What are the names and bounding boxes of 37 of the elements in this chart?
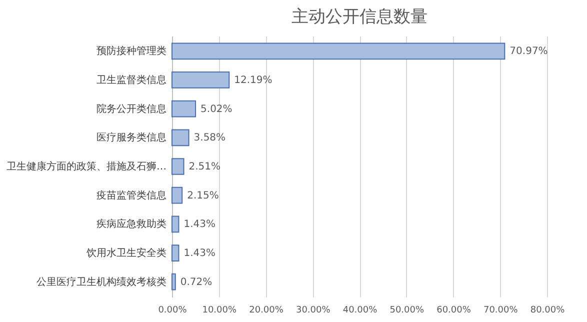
x-tick-label: 30.00%: [296, 306, 331, 316]
x-tick-label: 80.00%: [530, 306, 566, 316]
bar: [172, 186, 183, 204]
data-label: 5.02%: [200, 104, 232, 115]
y-tick-label: 预防接种管理类: [96, 45, 166, 58]
data-label: 2.51%: [188, 162, 221, 172]
y-tick-label: 卫生健康方面的政策、措施及石狮…: [6, 160, 166, 172]
bar: [172, 158, 184, 175]
x-tick-label: 10.00%: [202, 306, 237, 316]
x-tick-label: 50.00%: [390, 306, 424, 316]
data-label: 1.43%: [184, 219, 216, 230]
x-tick-label: 20.00%: [249, 306, 284, 316]
chart-title: 主动公开信息数量: [292, 7, 428, 27]
data-label: 12.19%: [234, 74, 272, 86]
data-label: 2.15%: [187, 190, 219, 202]
data-label: 3.58%: [194, 132, 226, 144]
y-tick-label: 卫生监督类信息: [96, 74, 166, 86]
y-tick-label: 医疗服务类信息: [96, 132, 166, 144]
y-tick-label: 疾病应急救助类: [96, 218, 166, 230]
y-tick-label: 疫苗监管类信息: [96, 189, 166, 202]
bar: [172, 273, 176, 290]
bar: [172, 129, 190, 146]
y-tick-label: 饮用水卫生安全类: [86, 247, 166, 260]
bar: [172, 244, 180, 262]
y-tick-label: 院务公开类信息: [96, 102, 166, 115]
data-label: 0.72%: [180, 276, 212, 288]
x-tick-label: 60.00%: [436, 306, 472, 316]
data-label: 1.43%: [184, 248, 216, 260]
x-tick-label: 70.00%: [483, 306, 518, 316]
bar: [172, 42, 506, 60]
bar: [172, 72, 230, 88]
y-tick-label: 公里医疗卫生机构绩效考核类: [36, 276, 166, 288]
data-label: 70.97%: [510, 46, 548, 58]
x-tick-label: 0.00%: [158, 306, 188, 316]
bar: [172, 216, 180, 233]
bar: [172, 100, 196, 118]
x-tick-label: 40.00%: [342, 306, 378, 316]
